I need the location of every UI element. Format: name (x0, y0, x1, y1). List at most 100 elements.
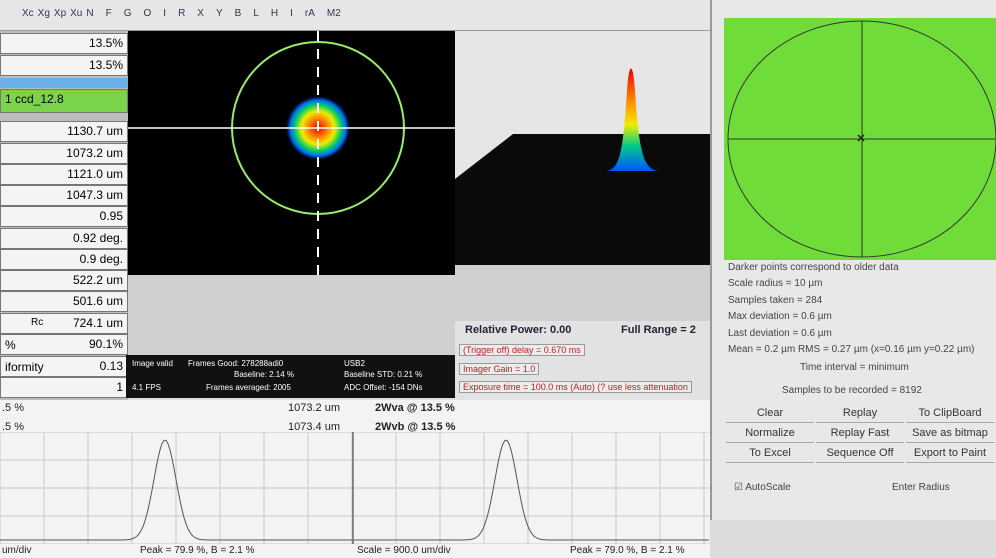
result-value: 522.2 um (72, 273, 123, 287)
result-value: 1 (116, 380, 123, 394)
button[interactable]: To ClipBoard (906, 405, 994, 423)
frames-averaged: Frames averaged: 2005 (206, 383, 291, 392)
baseline-std: Baseline STD: 0.21 % (344, 370, 423, 379)
full-range: Full Range = 2 (621, 324, 696, 336)
result-row: 13.5% (0, 33, 128, 54)
result-row: 13.5% (0, 55, 128, 76)
image-margin (128, 275, 455, 355)
toolbar-button[interactable]: rA (304, 8, 315, 19)
toolbar-button[interactable]: X (197, 8, 204, 19)
width: 1073.4 um (288, 421, 340, 433)
result-value: 1047.3 um (66, 188, 123, 202)
gain[interactable]: Imager Gain = 1.0 (459, 363, 540, 375)
result-row: Rc 724.1 um (0, 313, 128, 334)
stat-line: Samples taken = 284 (728, 294, 823, 306)
button[interactable]: Sequence Off (816, 445, 904, 463)
result-value: 1130.7 um (67, 124, 123, 138)
toolbar-button[interactable]: Xu (70, 8, 83, 19)
toolbar-button[interactable]: H (270, 8, 279, 19)
stat-line: Darker points correspond to older data (728, 262, 899, 273)
baseline: Baseline: 2.14 % (234, 370, 295, 379)
result-row: 1073.2 um (0, 143, 128, 164)
image-info: Image valid Frames Good: 278288adi0 USB2… (126, 355, 455, 398)
result-value: 0.9 deg. (79, 252, 123, 266)
toolbar-button[interactable]: M2 (326, 8, 341, 19)
result-row: 1047.3 um (0, 185, 128, 206)
enter-radius[interactable]: Enter Radius (892, 482, 950, 493)
toolbar-button[interactable]: F (105, 8, 112, 19)
interface: USB2 (344, 359, 365, 368)
results-panel: 13.5% 13.5% 1 ccd_12.8 1130.7 um 1073.2 um 11… (0, 31, 128, 400)
toolbar-button[interactable]: L (253, 8, 259, 19)
stat-line: Last deviation = 0.6 µm (728, 327, 832, 339)
separator-bar (0, 78, 128, 88)
button[interactable]: Replay (816, 405, 904, 423)
peak: Peak = 79.9 %, B = 2.1 % (140, 545, 255, 556)
result-row: 1 (0, 377, 128, 398)
stat-line: Scale radius = 10 µm (728, 278, 823, 290)
beam-image (128, 31, 455, 275)
result-label: Rc (31, 317, 44, 328)
toolbar-button[interactable]: N (86, 8, 94, 19)
width: 1073.2 um (288, 402, 340, 414)
result-row: 0.9 deg. (0, 249, 128, 270)
frames-good: Frames Good: 278288adi0 (188, 359, 284, 368)
result-value: 0.95 (99, 209, 123, 223)
result-value: 90.1% (88, 337, 123, 351)
profile-name: 2Wva @ 13.5 % (375, 402, 455, 414)
camera-panel: Relative Power: 0.00 Full Range = 2 (Tri… (455, 321, 710, 400)
scale: um/div (2, 545, 32, 556)
result-value: 13.5% (88, 36, 123, 50)
result-label: % (5, 338, 16, 352)
result-row: 522.2 um (0, 270, 128, 291)
result-row: 1130.7 um (0, 121, 128, 142)
result-row: 501.6 um (0, 291, 128, 312)
profile-name: 2Wvb @ 13.5 % (375, 421, 456, 433)
result-row: 1 ccd_12.8 (0, 89, 128, 113)
toolbar-button[interactable]: I (290, 8, 293, 19)
profile-curve (353, 439, 709, 541)
toolbar-button[interactable]: Y (215, 8, 223, 19)
autoscale[interactable]: ☑ AutoScale (734, 482, 791, 493)
result-label: iformity (5, 360, 44, 374)
result-value: 13.5% (88, 58, 123, 72)
button[interactable]: Save as bitmap (906, 425, 994, 443)
result-value: 1121.0 um (67, 167, 123, 181)
result-row: 0.95 (0, 206, 128, 227)
profile-graphs (0, 432, 710, 544)
toolbar-button[interactable]: Xg (37, 8, 50, 19)
toolbar-button[interactable]: I (163, 8, 167, 19)
result-value: 1 ccd_12.8 (5, 92, 64, 106)
button[interactable]: Export to Paint (906, 445, 994, 463)
fps: 4.1 FPS (132, 383, 161, 392)
toolbar-button[interactable]: B (234, 8, 242, 19)
result-row: 0.92 deg. (0, 228, 128, 249)
stat-line: Max deviation = 0.6 µm (728, 311, 832, 323)
toolbar-button[interactable]: R (178, 8, 186, 19)
result-value: 724.1 um (72, 316, 123, 330)
profile-curve (0, 439, 352, 541)
stat-line: Mean = 0.2 µm RMS = 0.27 µm (x=0.16 µm y… (728, 343, 975, 355)
time-interval: Time interval = minimum (800, 362, 909, 373)
result-value: 501.6 um (72, 294, 123, 308)
button[interactable]: Replay Fast (816, 425, 904, 443)
result-row: % 90.1% (0, 334, 128, 355)
stability-window: Darker points correspond to older data Sc… (710, 0, 996, 520)
button[interactable]: Clear (726, 405, 814, 423)
exposure[interactable]: Exposure time = 100.0 ms (Auto) (? use l… (459, 381, 692, 393)
3d-view (455, 31, 710, 321)
toolbar-button[interactable]: G (123, 8, 132, 19)
toolbar-button[interactable]: Xp (53, 8, 67, 19)
button[interactable]: To Excel (726, 445, 814, 463)
level: .5 % (2, 402, 25, 414)
trigger[interactable]: (Trigger off) delay = 0.670 ms (459, 344, 585, 356)
stability-plot (724, 18, 996, 260)
button-grid: Clear Replay To ClipBoard Normalize Replay F… (726, 405, 996, 465)
toolbar-button[interactable]: Xc (22, 8, 34, 19)
toolbar-button[interactable]: O (143, 8, 152, 19)
samples-to-record: Samples to be recorded = 8192 (782, 385, 922, 396)
button[interactable]: Normalize (726, 425, 814, 443)
